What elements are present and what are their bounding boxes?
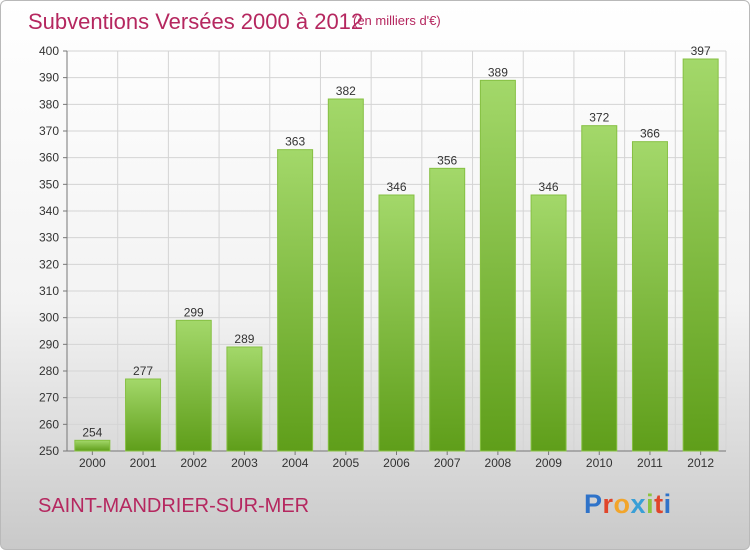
y-tick-label: 330	[39, 231, 59, 245]
x-tick-label: 2012	[687, 456, 714, 470]
x-tick-label: 2006	[383, 456, 410, 470]
y-tick-label: 370	[39, 124, 59, 138]
chart-title: Subventions Versées 2000 à 2012	[28, 9, 364, 34]
bar	[631, 141, 668, 452]
logo-letter: i	[663, 489, 672, 519]
y-tick-label: 380	[39, 97, 59, 111]
bar	[226, 346, 263, 452]
x-tick-label: 2011	[637, 456, 663, 470]
y-tick-label: 350	[39, 177, 59, 191]
data-label: 382	[336, 84, 356, 98]
logo-letter: x	[630, 489, 647, 519]
x-tick-label: 2007	[434, 456, 461, 470]
x-tick-label: 2008	[485, 456, 512, 470]
y-tick-label: 320	[39, 257, 59, 271]
data-label: 366	[640, 127, 660, 141]
x-tick-label: 2010	[586, 456, 613, 470]
chart-unit-note: (en milliers d'€)	[353, 13, 441, 28]
data-labels: 254 277 299 289 363 382 346 356 389 346 372 366 397	[82, 44, 711, 439]
x-tick-label: 2002	[180, 456, 207, 470]
y-tick-label: 390	[39, 71, 59, 85]
y-tick-label: 250	[39, 444, 59, 458]
data-label: 397	[691, 44, 711, 58]
logo-letter: P	[584, 489, 603, 519]
bar	[378, 194, 415, 452]
x-tick-label: 2001	[130, 456, 157, 470]
x-tick-label: 2000	[79, 456, 106, 470]
bar	[530, 194, 567, 452]
y-tick-label: 270	[39, 391, 59, 405]
data-label: 289	[234, 332, 254, 346]
data-label: 389	[488, 65, 508, 79]
data-label: 363	[285, 135, 305, 149]
bar	[74, 439, 111, 452]
y-tick-label: 400	[39, 44, 59, 58]
y-tick-label: 260	[39, 417, 59, 431]
commune-name: SAINT-MANDRIER-SUR-MER	[38, 495, 310, 517]
data-label: 277	[133, 364, 153, 378]
bar	[479, 79, 516, 452]
y-tick-label: 360	[39, 151, 59, 165]
y-tick-label: 290	[39, 337, 59, 351]
bars	[74, 58, 719, 452]
bar	[429, 167, 466, 452]
x-tick-label: 2009	[535, 456, 562, 470]
data-label: 346	[386, 180, 406, 194]
logo-letter: r	[602, 489, 614, 519]
x-tick-label: 2005	[332, 456, 359, 470]
x-tick-label: 2003	[231, 456, 258, 470]
data-label: 346	[539, 180, 559, 194]
y-tick-label: 310	[39, 284, 59, 298]
bar	[277, 149, 314, 452]
logo-letter: i	[646, 489, 655, 519]
tick-labels: 250 260 270 280 290 300 310 320 330 340 350 360 370 3…	[39, 44, 714, 470]
bar	[682, 58, 719, 452]
y-tick-label: 340	[39, 204, 59, 218]
bar	[125, 378, 162, 452]
data-label: 299	[184, 305, 204, 319]
bar	[581, 125, 618, 452]
logo-letter: t	[654, 489, 664, 519]
proxiti-logo[interactable]: Proxiti	[584, 489, 672, 520]
x-tick-label: 2004	[282, 456, 309, 470]
data-label: 356	[437, 153, 457, 167]
data-label: 372	[589, 111, 609, 125]
y-tick-label: 300	[39, 311, 59, 325]
y-tick-label: 280	[39, 364, 59, 378]
bar	[175, 319, 212, 452]
bar	[327, 98, 364, 452]
data-label: 254	[82, 425, 102, 439]
logo-letter: o	[613, 489, 631, 519]
